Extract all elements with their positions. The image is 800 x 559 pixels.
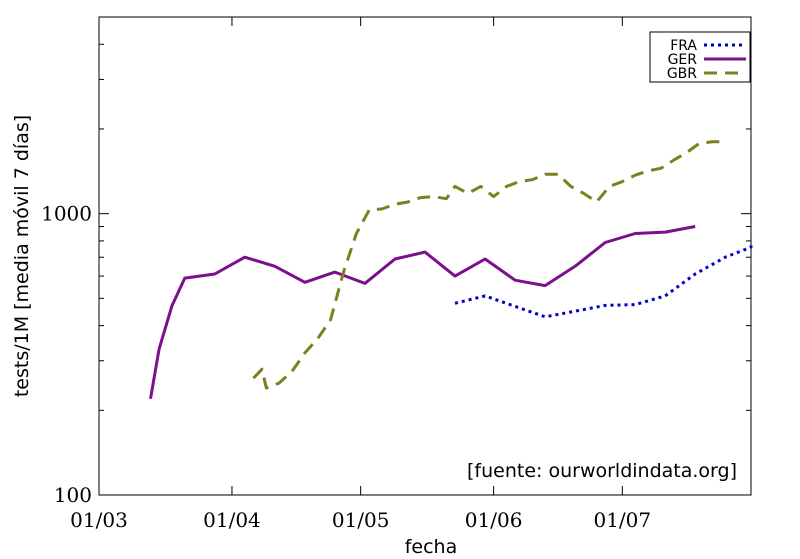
plot-frame bbox=[98, 16, 752, 496]
source-note: [fuente: ourworldindata.org] bbox=[467, 460, 737, 482]
x-tick-label: 01/05 bbox=[332, 508, 390, 532]
series-line-gbr bbox=[252, 140, 726, 390]
series-line-ger bbox=[149, 225, 696, 399]
series-group bbox=[149, 140, 753, 399]
x-tick-label: 01/04 bbox=[203, 508, 261, 532]
legend-label-fra: FRA bbox=[670, 38, 697, 54]
x-tick-label: 01/07 bbox=[593, 508, 651, 532]
legend-label-ger: GER bbox=[668, 52, 698, 68]
x-tick-label: 01/06 bbox=[465, 508, 523, 532]
series-line-fra bbox=[454, 242, 753, 319]
y-tick-label: 100 bbox=[54, 483, 92, 507]
y-tick-label: 1000 bbox=[41, 202, 92, 226]
y-axis-label: tests/1M [media móvil 7 días] bbox=[11, 115, 33, 397]
x-tick-label: 01/03 bbox=[70, 508, 128, 532]
legend-label-gbr: GBR bbox=[667, 66, 697, 82]
x-ticks: 01/03 01/04 01/05 01/06 01/07 bbox=[70, 17, 651, 532]
x-axis-label: fecha bbox=[405, 536, 458, 558]
y-ticks: 100 1000 bbox=[41, 16, 751, 507]
